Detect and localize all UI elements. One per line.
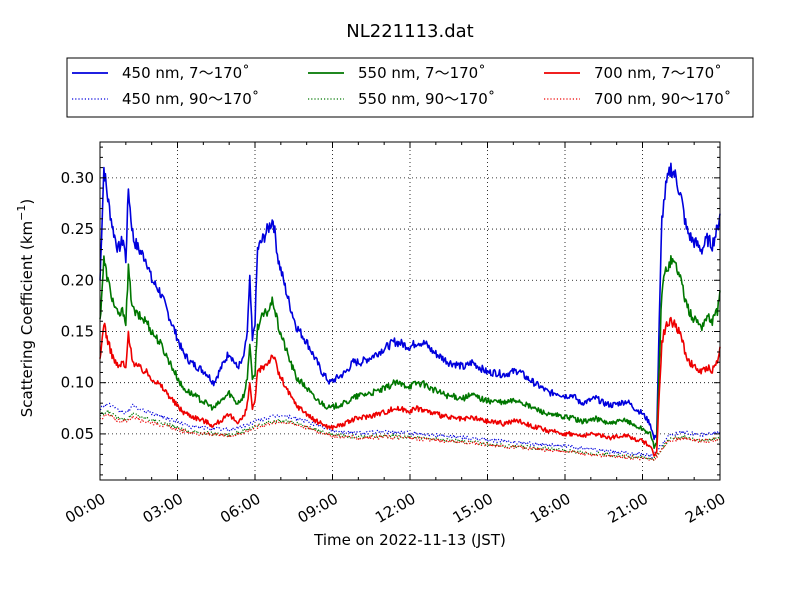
x-tick-label: 12:00 [372,490,418,527]
legend-label: 450 nm, 7～170˚ [122,64,250,82]
x-tick-label: 06:00 [217,490,263,527]
y-axis-label-main: Scattering Coefficient (km [18,221,36,417]
y-tick-label: 0.15 [61,322,94,340]
y-tick-label: 0.20 [61,271,94,289]
legend: 450 nm, 7～170˚ 450 nm, 90～170˚ 550 nm, 7～1… [66,57,754,118]
legend-label: 550 nm, 7～170˚ [358,64,486,82]
y-tick-label: 0.30 [61,169,94,187]
series-line [99,316,721,457]
legend-label: 700 nm, 7～170˚ [594,64,722,82]
y-axis-label: Scattering Coefficient (km−1) [15,199,36,418]
legend-label: 450 nm, 90～170˚ [122,90,259,108]
x-tick-label: 24:00 [682,490,728,527]
x-tick-label: 09:00 [295,490,341,527]
y-tick-label: 0.05 [61,425,94,443]
x-tick-label: 03:00 [140,490,186,527]
grid [100,142,720,480]
x-tick-label: 15:00 [450,490,496,527]
x-tick-label: 21:00 [605,490,651,527]
legend-label: 700 nm, 90～170˚ [594,90,731,108]
y-tick-label: 0.10 [61,374,94,392]
series-line [99,255,721,450]
x-axis-label: Time on 2022-11-13 (JST) [313,531,506,549]
legend-box [66,57,754,118]
chart-title: NL221113.dat [346,21,473,42]
x-axis: 00:00 03:00 06:00 09:00 12:00 15:00 18:00 21:00… [62,142,729,527]
y-tick-label: 0.25 [61,220,94,238]
y-axis: 0.05 0.10 0.15 0.20 0.25 0.30 [61,146,720,476]
x-tick-label: 18:00 [527,490,573,527]
series-line [99,409,721,461]
legend-label: 550 nm, 90～170˚ [358,90,495,108]
series-line [99,162,721,441]
series-group [99,162,721,462]
y-axis-label-close: ) [18,199,36,205]
y-axis-label-exponent: −1 [15,205,28,221]
x-tick-label: 00:00 [62,490,108,527]
